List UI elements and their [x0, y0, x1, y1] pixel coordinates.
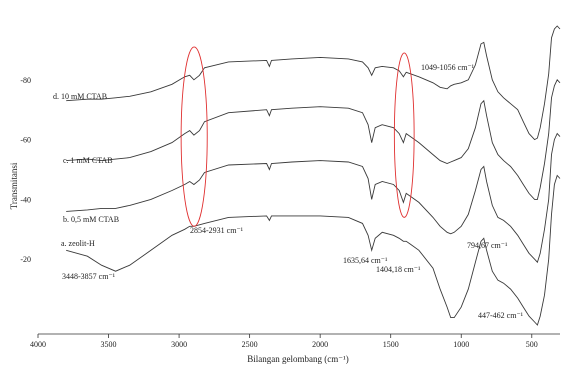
highlight-ellipse-1: [180, 46, 208, 227]
x-tick-label: 3000: [171, 340, 187, 349]
y-axis-title: Transmitansi: [9, 162, 19, 209]
series-line-a: [66, 174, 561, 326]
annotation-1049: 1049-1056 cm⁻¹: [421, 63, 475, 72]
x-tick-label: 2000: [312, 340, 328, 349]
annotation-447: 447-462 cm⁻¹: [478, 311, 524, 320]
y-tick-label: -20: [20, 255, 31, 264]
x-tick-label: 3500: [101, 340, 117, 349]
y-tick-label: -60: [20, 136, 31, 145]
series-label-c: c. 1 mM CTAB: [63, 156, 113, 165]
annotation-ch-stretch: 2854-2931 cm⁻¹: [190, 226, 244, 235]
x-tick-label: 2500: [242, 340, 258, 349]
series-line-c: [66, 79, 561, 200]
series-label-d: d. 10 mM CTAB: [53, 92, 107, 101]
y-tick-label: -40: [20, 195, 31, 204]
x-tick-label: 1500: [383, 340, 399, 349]
annotation-794: 794,67 cm⁻¹: [467, 241, 508, 250]
x-axis-ticks: 4000 3500 3000 2500 2000 1500 1000 500: [30, 334, 538, 349]
x-tick-label: 500: [526, 340, 538, 349]
plot-area: [66, 25, 561, 326]
series-label-b: b. 0,5 mM CTAB: [63, 215, 119, 224]
y-tick-label: -80: [20, 76, 31, 85]
annotation-oh-stretch: 3448-3857 cm⁻¹: [62, 272, 116, 281]
series-label-a: a. zeolit-H: [61, 239, 95, 248]
annotation-1404: 1404,18 cm⁻¹: [376, 265, 421, 274]
highlight-ellipse-2: [393, 52, 415, 218]
x-tick-label: 1000: [453, 340, 469, 349]
annotation-1635: 1635,64 cm⁻¹: [343, 256, 388, 265]
x-axis-title: Bilangan gelombang (cm⁻¹): [247, 354, 348, 364]
y-axis-ticks: -20 -40 -60 -80: [20, 76, 31, 264]
x-tick-label: 4000: [30, 340, 46, 349]
series-line-d: [66, 25, 561, 141]
